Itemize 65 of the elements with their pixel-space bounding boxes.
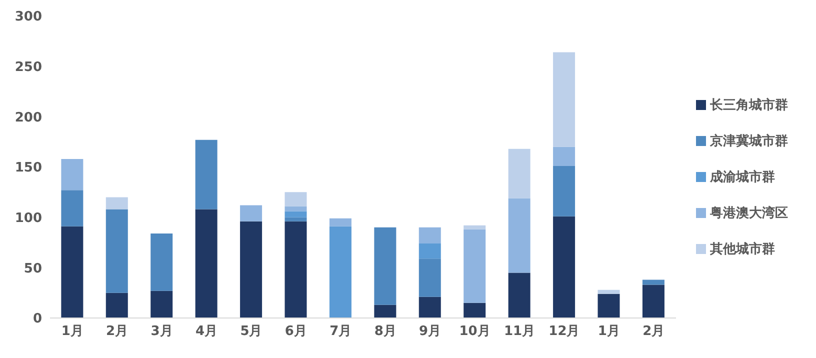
y-tick-label: 50 <box>24 261 42 276</box>
bar <box>106 197 128 210</box>
bar <box>642 280 664 285</box>
bar <box>464 225 486 230</box>
bar <box>240 221 262 318</box>
x-tick-label: 1月 <box>598 324 620 340</box>
x-tick-label: 9月 <box>419 324 442 340</box>
bar <box>553 166 576 216</box>
y-tick-label: 0 <box>32 312 42 327</box>
bar <box>553 52 576 147</box>
x-tick-label: 4月 <box>195 324 218 340</box>
bar <box>284 221 307 318</box>
bar <box>464 302 486 318</box>
bar <box>61 190 84 226</box>
bar <box>508 198 530 273</box>
bar <box>329 218 352 226</box>
bar <box>284 192 307 206</box>
bar <box>464 229 486 303</box>
bar <box>284 206 307 212</box>
bar <box>195 140 218 210</box>
x-tick-label: 6月 <box>284 324 307 340</box>
bar <box>150 233 173 291</box>
y-tick-label: 300 <box>14 10 42 25</box>
legend-label: 粤港澳大湾区 <box>710 206 788 221</box>
x-tick-label: 3月 <box>150 324 173 340</box>
legend-label: 长三角城市群 <box>710 98 788 113</box>
y-tick-label: 150 <box>14 160 42 176</box>
bar <box>150 290 173 318</box>
bar <box>195 209 218 318</box>
x-tick-label: 10月 <box>459 324 490 340</box>
bar <box>418 296 441 318</box>
x-tick-label: 2月 <box>642 324 665 340</box>
bar <box>598 294 620 318</box>
bar <box>61 158 84 190</box>
x-tick-label: 1月 <box>61 324 84 340</box>
x-tick-label: 11月 <box>504 324 536 340</box>
bar <box>374 304 396 318</box>
bar <box>642 284 664 318</box>
bar <box>106 292 128 318</box>
bar <box>418 244 441 259</box>
legend-label: 成渝城市群 <box>710 170 775 185</box>
bar <box>553 216 576 318</box>
x-tick-label: 8月 <box>374 324 396 340</box>
bar <box>418 258 441 297</box>
bar <box>106 209 128 293</box>
bar <box>240 205 262 222</box>
bar <box>508 272 530 318</box>
bar <box>284 211 307 218</box>
y-tick-label: 250 <box>14 60 42 75</box>
bar <box>329 226 352 318</box>
bar <box>508 148 530 198</box>
y-tick-label: 100 <box>14 210 42 226</box>
x-tick-label: 5月 <box>240 324 262 340</box>
y-tick-label: 200 <box>14 110 42 126</box>
x-tick-label: 2月 <box>106 324 128 340</box>
bar <box>284 217 307 222</box>
bar <box>374 227 396 305</box>
legend-label: 京津冀城市群 <box>710 134 788 149</box>
legend-label: 其他城市群 <box>710 242 775 257</box>
x-tick-label: 7月 <box>330 324 352 340</box>
bar <box>553 146 576 166</box>
bar <box>598 290 620 294</box>
bar <box>418 227 441 244</box>
bar <box>61 226 84 318</box>
x-tick-label: 12月 <box>548 324 580 340</box>
